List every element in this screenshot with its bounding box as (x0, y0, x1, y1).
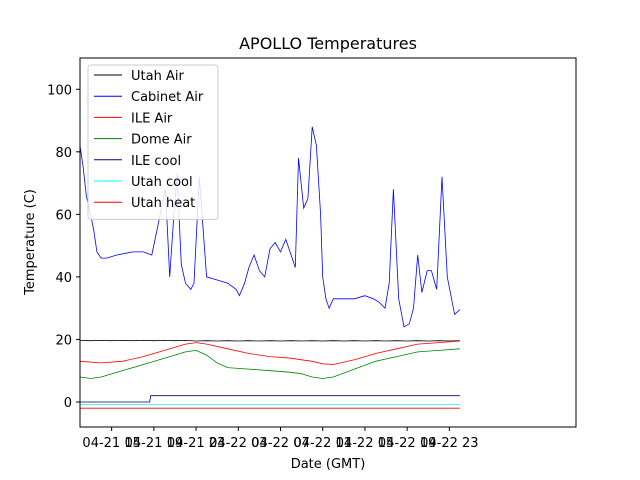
x-tick-label: 04-21 15 (82, 436, 140, 451)
series-line-dome-air (79, 348, 460, 379)
series-line-ile-air (79, 340, 460, 365)
y-tick-label: 60 (55, 208, 72, 223)
chart-title: APOLLO Temperatures (239, 34, 417, 53)
legend: Utah Air Cabinet Air ILE Air Dome Air ILE co… (87, 64, 219, 220)
y-axis-label: Temperature (C) (23, 189, 38, 296)
x-tick-label: 04-21 19 (125, 436, 183, 451)
plot-area (79, 126, 461, 409)
y-tick-label: 100 (47, 83, 72, 98)
y-tick-label: 40 (55, 271, 72, 286)
legend-label-utah-air: Utah Air (131, 69, 184, 84)
y-tick-label: 0 (64, 396, 72, 411)
y-tick-label: 20 (55, 333, 72, 348)
legend-label-dome-air: Dome Air (131, 133, 192, 148)
series-line-cabinet-air (79, 126, 461, 328)
x-tick-label: 04-22 15 (336, 436, 394, 451)
series-line-ile-cool (80, 395, 460, 403)
legend-label-cabinet-air: Cabinet Air (131, 90, 204, 105)
x-tick-label: 04-22 11 (293, 436, 351, 451)
legend-label-ile-air: ILE Air (131, 111, 173, 126)
x-axis-label: Date (GMT) (291, 457, 366, 472)
y-tick-label: 80 (55, 146, 72, 161)
x-tick-label: 04-22 07 (251, 436, 309, 451)
legend-label-utah-heat: Utah heat (131, 196, 195, 211)
x-tick-label: 04-22 03 (209, 436, 267, 451)
series-line-utah-air (79, 339, 460, 342)
legend-label-ile-cool: ILE cool (131, 154, 181, 169)
x-tick-label: 04-21 23 (167, 436, 225, 451)
axes-frame (79, 57, 577, 428)
legend-label-utah-cool: Utah cool (131, 175, 193, 190)
x-tick-label: 04-22 19 (378, 436, 436, 451)
x-tick-label: 04-22 23 (420, 436, 478, 451)
